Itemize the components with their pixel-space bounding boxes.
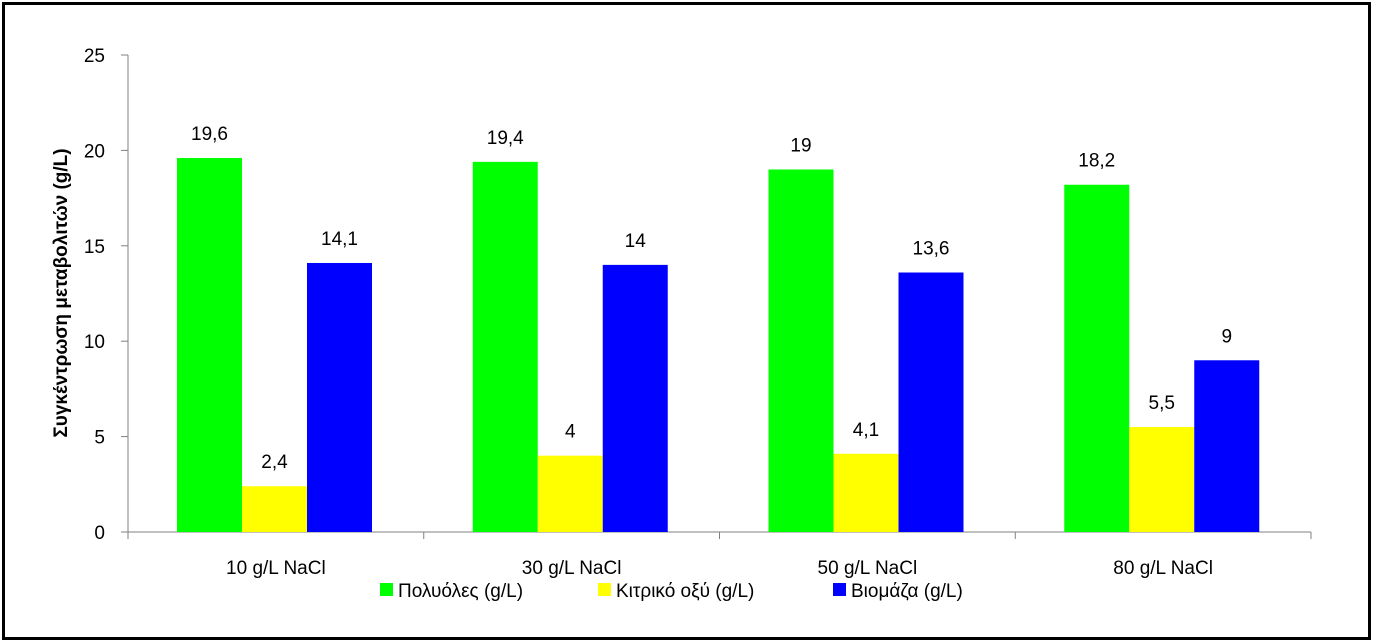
legend-swatch [380, 583, 393, 596]
bars: 19,6 2,4 14,1 19,4 4 14 19 4,1 13,6 18,2 5,5 9 [177, 124, 1260, 533]
data-label: 14,1 [321, 229, 358, 250]
bar [898, 272, 964, 532]
data-label: 18,2 [1078, 151, 1115, 172]
category-label: 10 g/L NaCl [226, 558, 326, 579]
data-label: 5,5 [1149, 393, 1175, 414]
y-tick-label: 15 [84, 237, 105, 258]
bar [833, 453, 899, 532]
data-label: 13,6 [913, 239, 950, 260]
bar [1129, 427, 1195, 532]
data-label: 19 [790, 135, 811, 156]
data-label: 4,1 [853, 420, 879, 441]
y-tick-label: 5 [94, 428, 105, 449]
y-axis-title: Συγκέντρωση μεταβολιτών (g/L) [51, 148, 72, 437]
data-label: 19,6 [191, 124, 228, 145]
bar [472, 161, 538, 532]
bar [602, 264, 668, 532]
category-label: 80 g/L NaCl [1113, 558, 1213, 579]
legend-swatch [833, 583, 846, 596]
bar [307, 262, 372, 532]
legend-label: Κιτρικό οξύ (g/L) [616, 581, 754, 602]
data-label: 2,4 [261, 452, 288, 473]
category-label: 50 g/L NaCl [818, 558, 918, 579]
legend-label: Πολυόλες (g/L) [398, 581, 523, 602]
bar [242, 486, 307, 532]
data-label: 4 [565, 422, 576, 443]
y-tick-label: 20 [84, 141, 105, 162]
bar [177, 158, 242, 533]
bar [1064, 184, 1130, 532]
data-label: 9 [1221, 326, 1232, 347]
y-tick-label: 25 [84, 46, 105, 67]
category-label: 30 g/L NaCl [522, 558, 622, 579]
bar [1194, 360, 1260, 532]
legend-label: Βιομάζα (g/L) [851, 581, 963, 602]
y-tick-label: 10 [84, 332, 105, 353]
bar [537, 455, 603, 532]
legend-swatch [598, 583, 611, 596]
legend: Πολυόλες (g/L) Κιτρικό οξύ (g/L) Βιομάζα (… [380, 581, 963, 602]
data-label: 19,4 [487, 128, 524, 149]
data-label: 14 [625, 231, 647, 252]
bar [768, 169, 834, 533]
y-tick-label: 0 [94, 523, 105, 544]
